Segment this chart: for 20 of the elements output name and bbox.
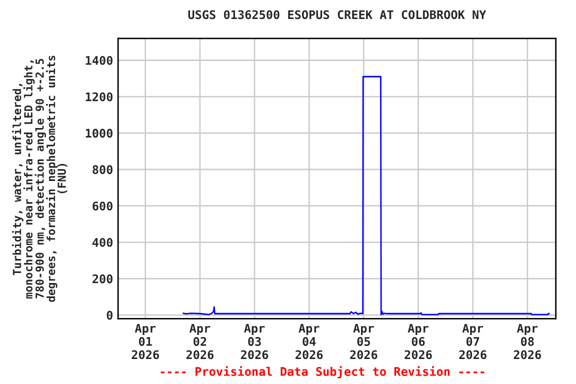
text: ---- Provisional Data Subject to Revision ---- [160, 366, 484, 378]
y-tick-label: 200 [92, 274, 113, 284]
line-series [182, 76, 550, 316]
x-tick-label: Apr 01 2026 [132, 324, 159, 360]
x-tick-label: Apr 03 2026 [240, 324, 268, 360]
y-tick-label: 400 [92, 238, 113, 247]
y-tick-label: 1400 [86, 56, 113, 65]
y-axis-title: Turbidity, water, unfiltered, monochrome near infra-red LED light, 780-900 nm, detection angle 90 +-2.5 degrees, formazin nephelometric units (FNU) [12, 56, 68, 302]
y-tick-label: 600 [92, 202, 113, 211]
y-tick-label: 1200 [86, 92, 113, 102]
x-tick-label: Apr 02 2026 [186, 324, 214, 360]
x-tick-label: Apr 08 2026 [514, 324, 541, 360]
x-tick-label: Apr 04 2026 [296, 324, 323, 360]
x-tick-label: Apr 05 2026 [350, 324, 378, 360]
x-tick-label: Apr 07 2026 [459, 324, 486, 360]
y-tick-label: 0 [106, 310, 113, 320]
x-tick-label: Apr 06 2026 [404, 324, 432, 360]
y-tick-label: 800 [92, 165, 113, 174]
y-tick-label: 1000 [86, 128, 113, 138]
chart-title: USGS 01362500 ESOPUS CREEK AT COLDBROOK NY [188, 10, 486, 20]
